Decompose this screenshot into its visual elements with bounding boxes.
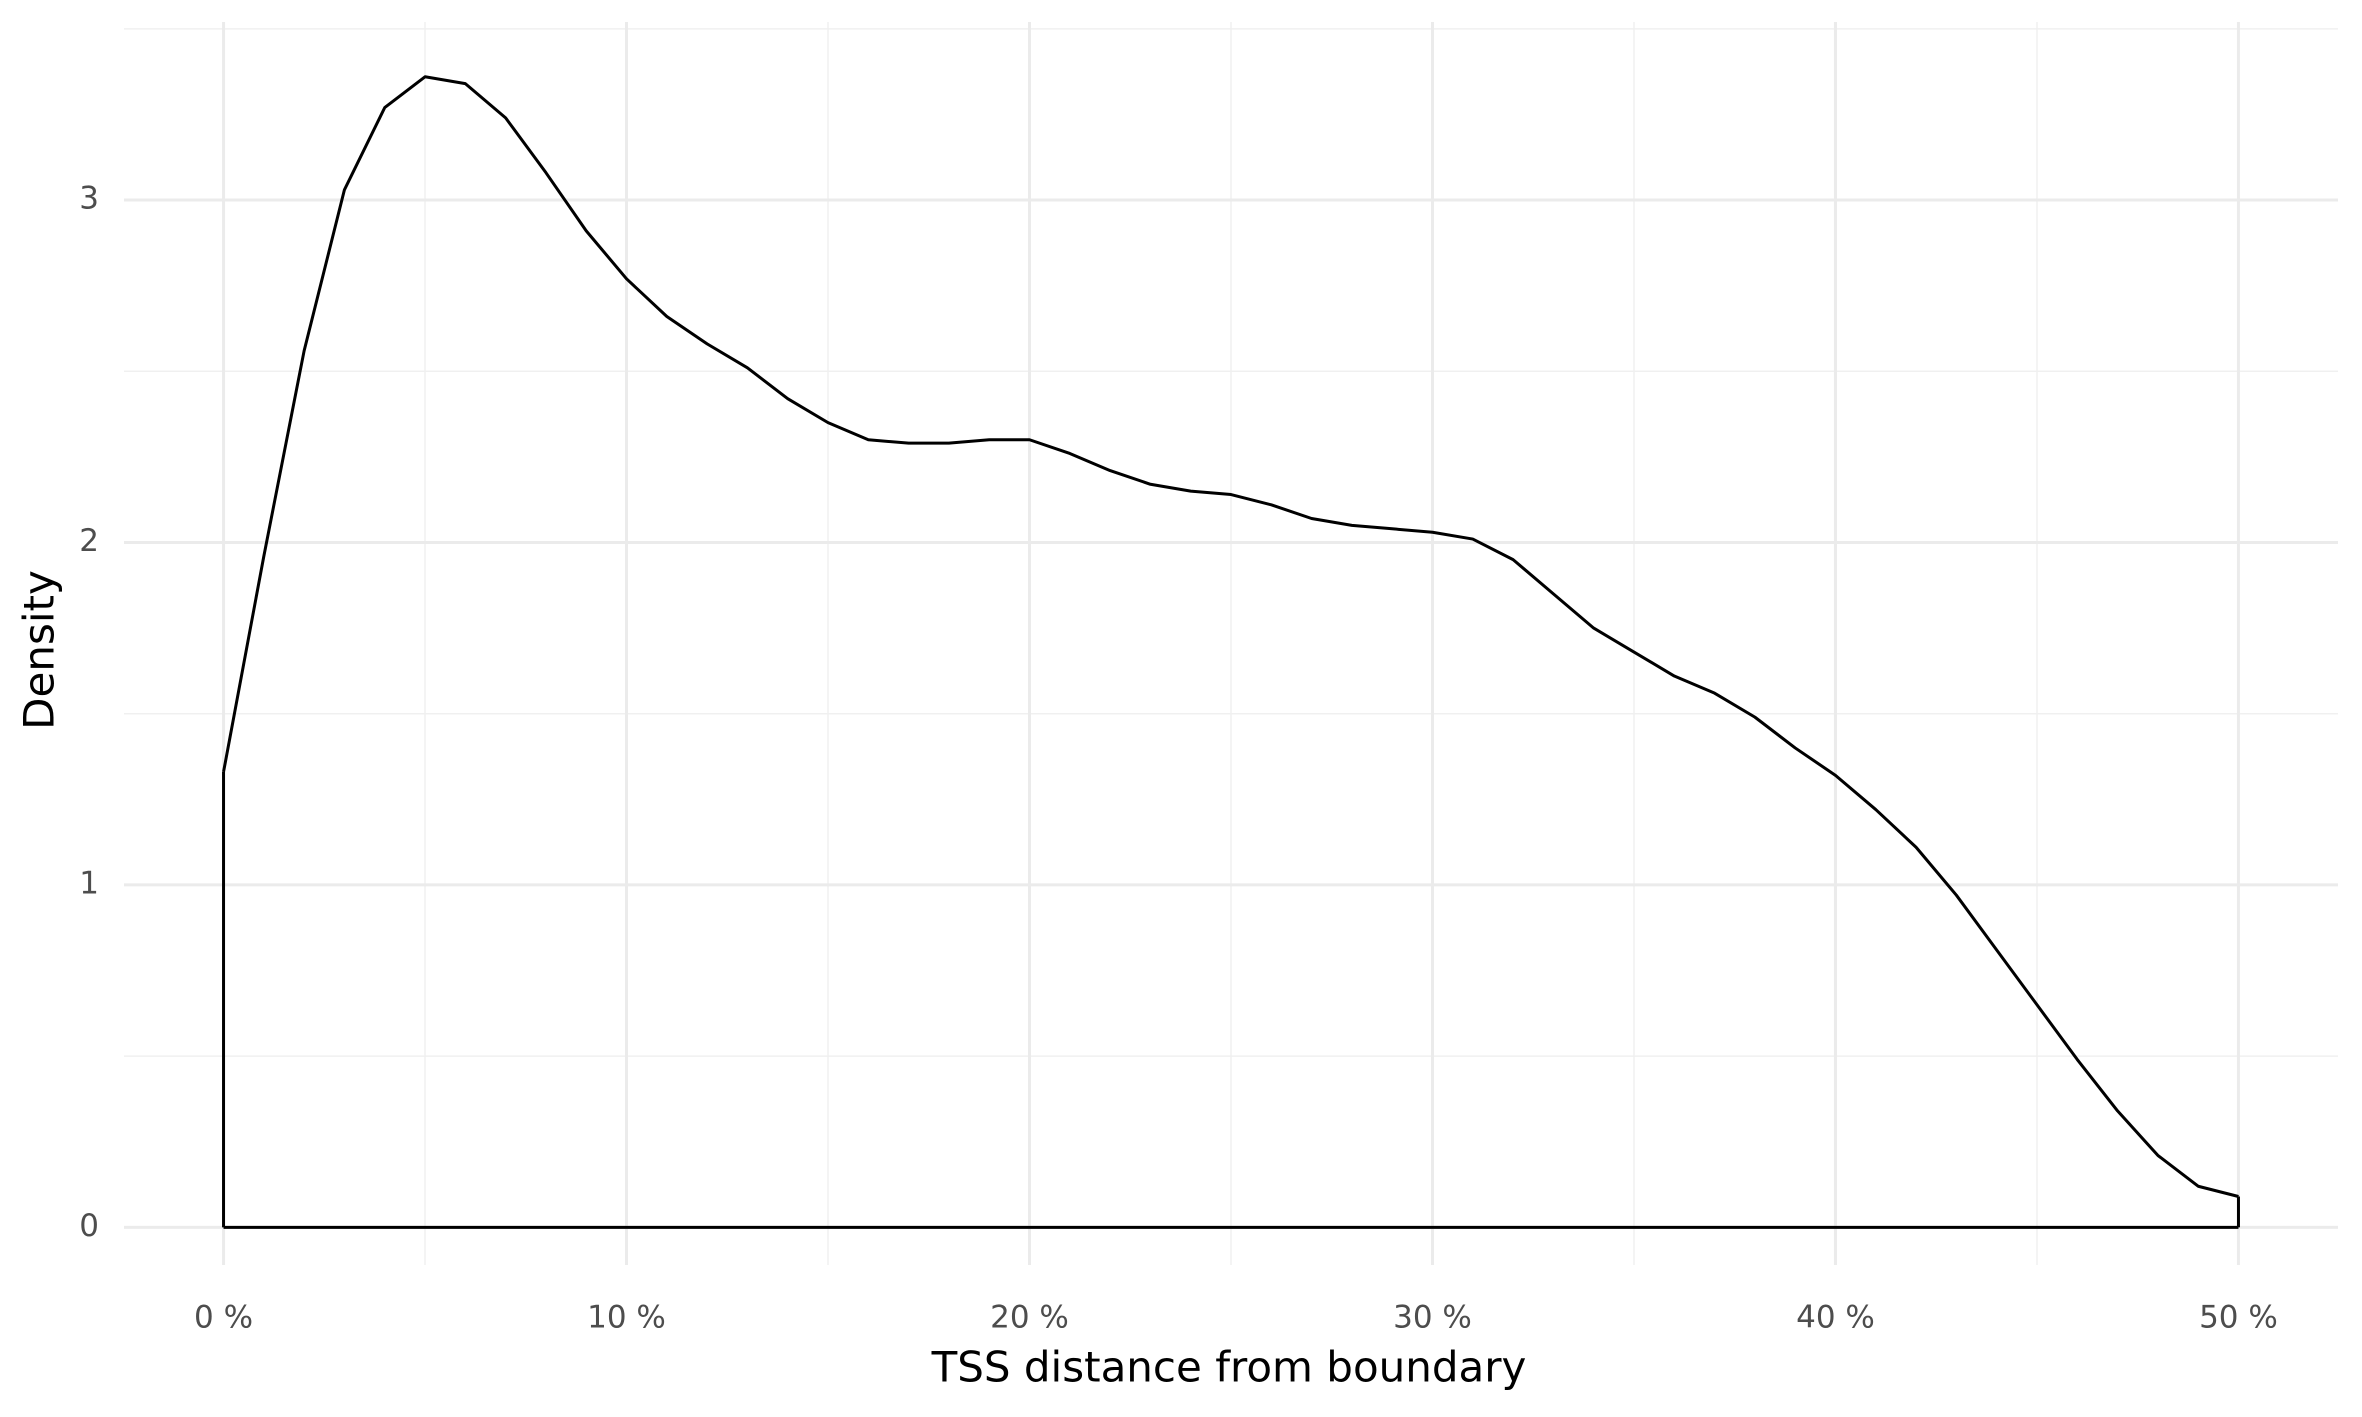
x-tick-label: 40 % (1796, 1300, 1875, 1336)
x-tick-label: 50 % (2199, 1300, 2278, 1336)
x-tick-label: 30 % (1393, 1300, 1472, 1336)
density-curve (222, 75, 2239, 1198)
y-tick-label: 2 (79, 523, 99, 559)
y-tick-label: 1 (79, 865, 99, 901)
y-tick-label: 3 (79, 181, 99, 217)
y-tick-label: 0 (79, 1208, 99, 1244)
x-tick-label: 0 % (194, 1300, 253, 1336)
x-tick-label: 20 % (990, 1300, 1069, 1336)
x-tick-label: 10 % (587, 1300, 666, 1336)
x-axis-title: TSS distance from boundary (931, 1343, 1527, 1392)
y-axis-title: Density (15, 570, 64, 730)
